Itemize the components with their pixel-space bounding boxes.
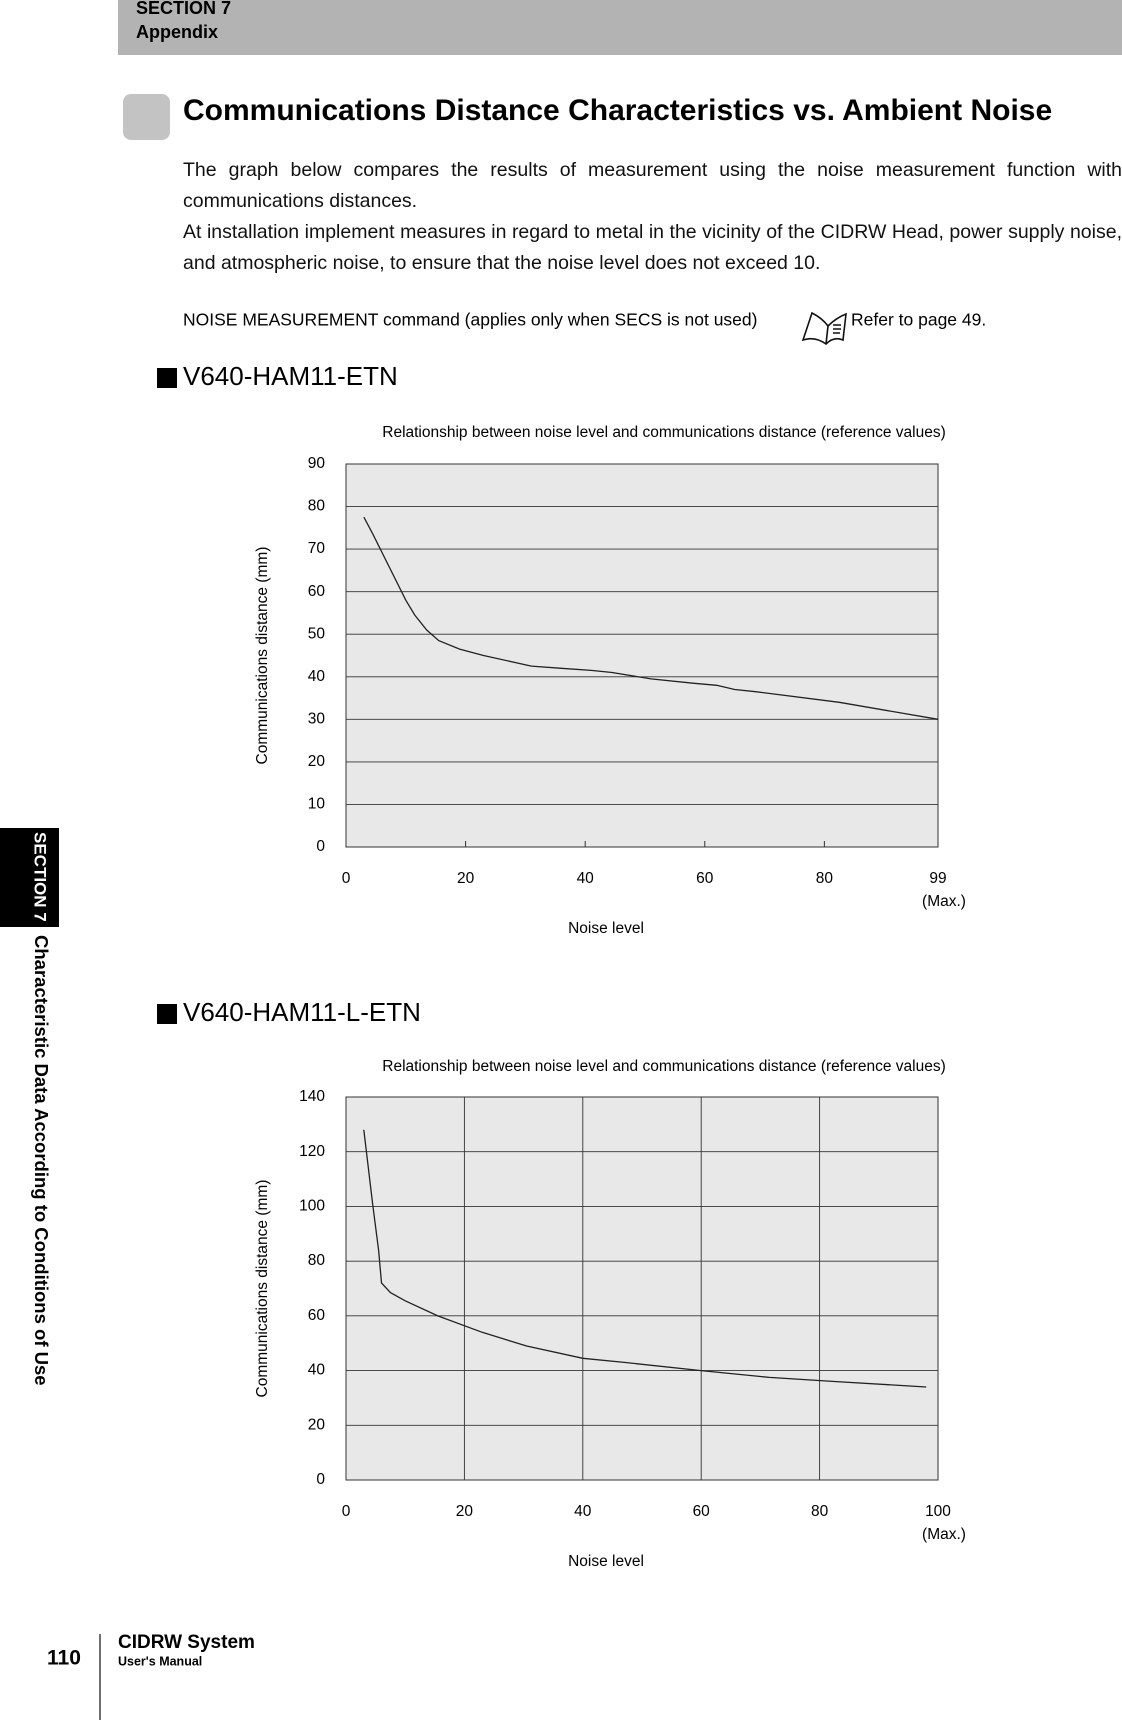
header-subsection: Appendix: [136, 22, 218, 42]
chart-heading: V640-HAM11-ETN: [183, 361, 398, 391]
y-tick-label: 50: [308, 625, 326, 642]
plot-area: [345, 1096, 939, 1481]
x-tick-label: 100: [925, 1503, 951, 1520]
x-annotation: (Max.): [922, 1526, 966, 1543]
y-tick-label: 140: [299, 1088, 325, 1105]
y-tick-label: 120: [299, 1143, 325, 1160]
x-axis-label: Noise level: [568, 1553, 644, 1570]
chart-title: Relationship between noise level and com…: [382, 424, 945, 441]
x-annotation: (Max.): [922, 893, 966, 910]
paragraph: At installation implement measures in re…: [183, 221, 1122, 274]
header-section: SECTION 7: [136, 0, 231, 18]
note-ref: Refer to page 49.: [851, 310, 986, 330]
y-tick-label: 40: [308, 668, 326, 685]
y-tick-label: 40: [308, 1362, 326, 1379]
y-axis-label: Communications distance (mm): [254, 1180, 271, 1398]
x-tick-label: 80: [811, 1503, 829, 1520]
sidebar-chapter: Characteristic Data According to Conditi…: [31, 935, 52, 1386]
x-tick-label: 60: [693, 1503, 711, 1520]
x-tick-label: 40: [574, 1503, 592, 1520]
x-tick-label: 40: [577, 870, 595, 887]
title-marker: [123, 94, 170, 140]
footer-manual: User's Manual: [118, 1654, 202, 1668]
data-line: [363, 1129, 927, 1388]
sidebar-section: SECTION 7: [31, 832, 50, 922]
y-tick-label: 0: [316, 1471, 325, 1488]
chart-heading: V640-HAM11-L-ETN: [183, 997, 421, 1027]
y-tick-label: 20: [308, 1416, 326, 1433]
y-tick-label: 80: [308, 1252, 326, 1269]
book-icon: [801, 311, 847, 346]
data-line: [363, 516, 939, 720]
y-tick-label: 20: [308, 753, 326, 770]
sidebar-tab: [0, 828, 59, 927]
footer-product: CIDRW System: [118, 1632, 255, 1653]
plot-area: [345, 463, 939, 848]
y-tick-label: 60: [308, 1307, 326, 1324]
page-number: 110: [47, 1647, 81, 1670]
heading-marker: [157, 368, 177, 388]
x-tick-label: 20: [456, 1503, 474, 1520]
y-axis-label: Communications distance (mm): [254, 547, 271, 765]
x-tick-label: 20: [457, 870, 475, 887]
paragraph: The graph below compares the results of …: [183, 159, 1122, 212]
x-tick-label: 80: [816, 870, 834, 887]
x-tick-label: 60: [696, 870, 714, 887]
heading-marker: [157, 1004, 177, 1024]
page-title: Communications Distance Characteristics …: [183, 94, 1052, 127]
x-tick-label: 0: [342, 1503, 351, 1520]
x-tick-label: 0: [342, 870, 351, 887]
y-tick-label: 10: [308, 796, 326, 813]
y-tick-label: 0: [316, 838, 325, 855]
y-tick-label: 80: [308, 498, 326, 515]
x-tick-label: 99: [929, 870, 946, 887]
y-tick-label: 100: [299, 1198, 325, 1215]
y-tick-label: 70: [308, 540, 326, 557]
y-tick-label: 90: [308, 455, 326, 472]
x-axis-label: Noise level: [568, 920, 644, 937]
header-band: [118, 0, 1122, 55]
chart-title: Relationship between noise level and com…: [382, 1058, 945, 1075]
note-text: NOISE MEASUREMENT command (applies only …: [183, 310, 757, 330]
y-tick-label: 30: [308, 710, 326, 727]
y-tick-label: 60: [308, 583, 326, 600]
